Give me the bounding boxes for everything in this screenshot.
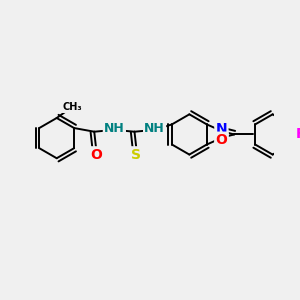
Text: NH: NH bbox=[144, 122, 165, 135]
Text: S: S bbox=[131, 148, 141, 162]
Text: O: O bbox=[215, 133, 227, 147]
Text: NH: NH bbox=[104, 122, 125, 135]
Text: F: F bbox=[295, 128, 300, 142]
Text: O: O bbox=[90, 148, 102, 162]
Text: CH₃: CH₃ bbox=[62, 102, 82, 112]
Text: N: N bbox=[216, 122, 227, 136]
